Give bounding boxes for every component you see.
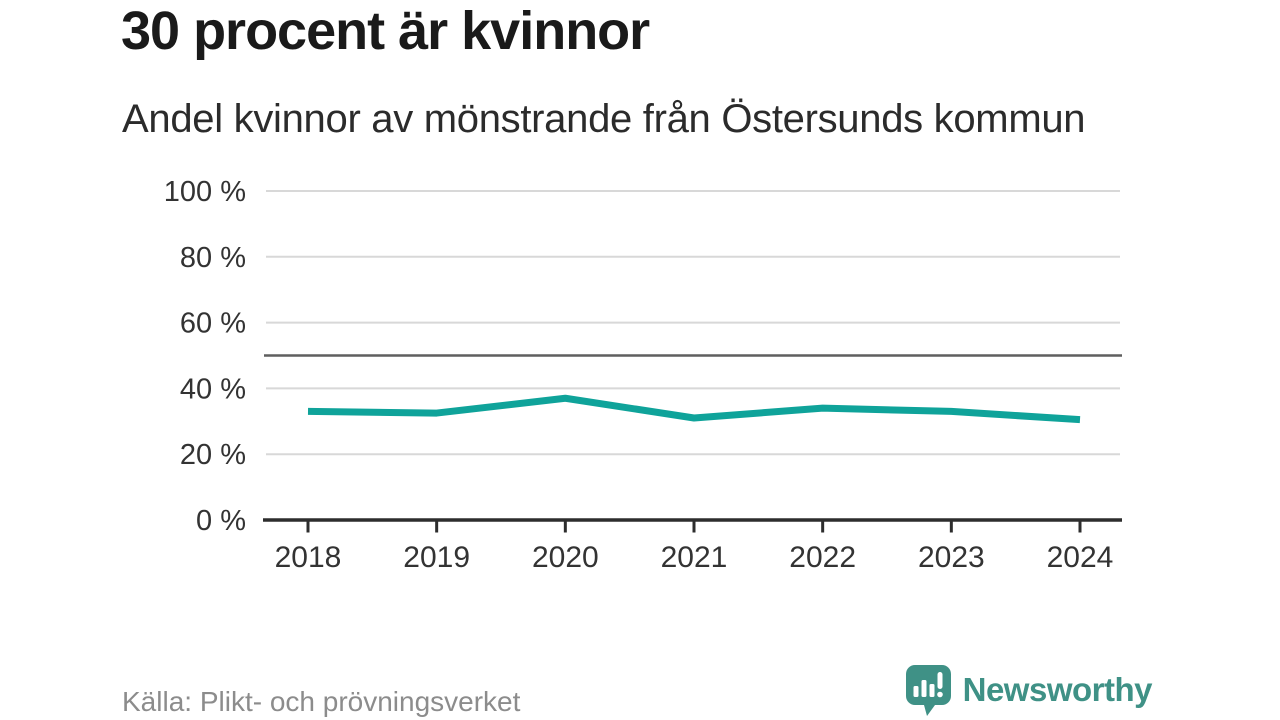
x-axis-tick-label: 2020 [532,541,599,574]
x-axis-tick-label: 2018 [275,541,342,574]
x-axis-tick-label: 2021 [661,541,728,574]
x-axis-tick-label: 2022 [789,541,856,574]
y-axis-tick-label: 20 % [180,439,246,471]
y-axis-tick-label: 0 % [196,505,246,537]
y-axis-tick-label: 40 % [180,373,246,405]
source-note: Källa: Plikt- och prövningsverket [122,686,521,717]
x-axis-tick-label: 2019 [403,541,470,574]
x-axis-tick-label: 2023 [918,541,985,574]
y-axis-tick-label: 60 % [180,308,246,340]
data-line [307,394,1081,424]
chart-subtitle: Andel kvinnor av mönstrande från Östersu… [122,97,1086,141]
y-axis-tick-label: 100 % [164,176,246,208]
brand-name: Newsworthy [962,671,1153,708]
x-axis-tick-label: 2024 [1047,541,1114,574]
bar-chart-speech-bubble-icon [905,665,951,716]
y-axis-tick-label: 80 % [180,242,246,274]
chart-title: 30 procent är kvinnor [121,1,650,61]
newsworthy-logo: Newsworthy [905,663,1153,717]
